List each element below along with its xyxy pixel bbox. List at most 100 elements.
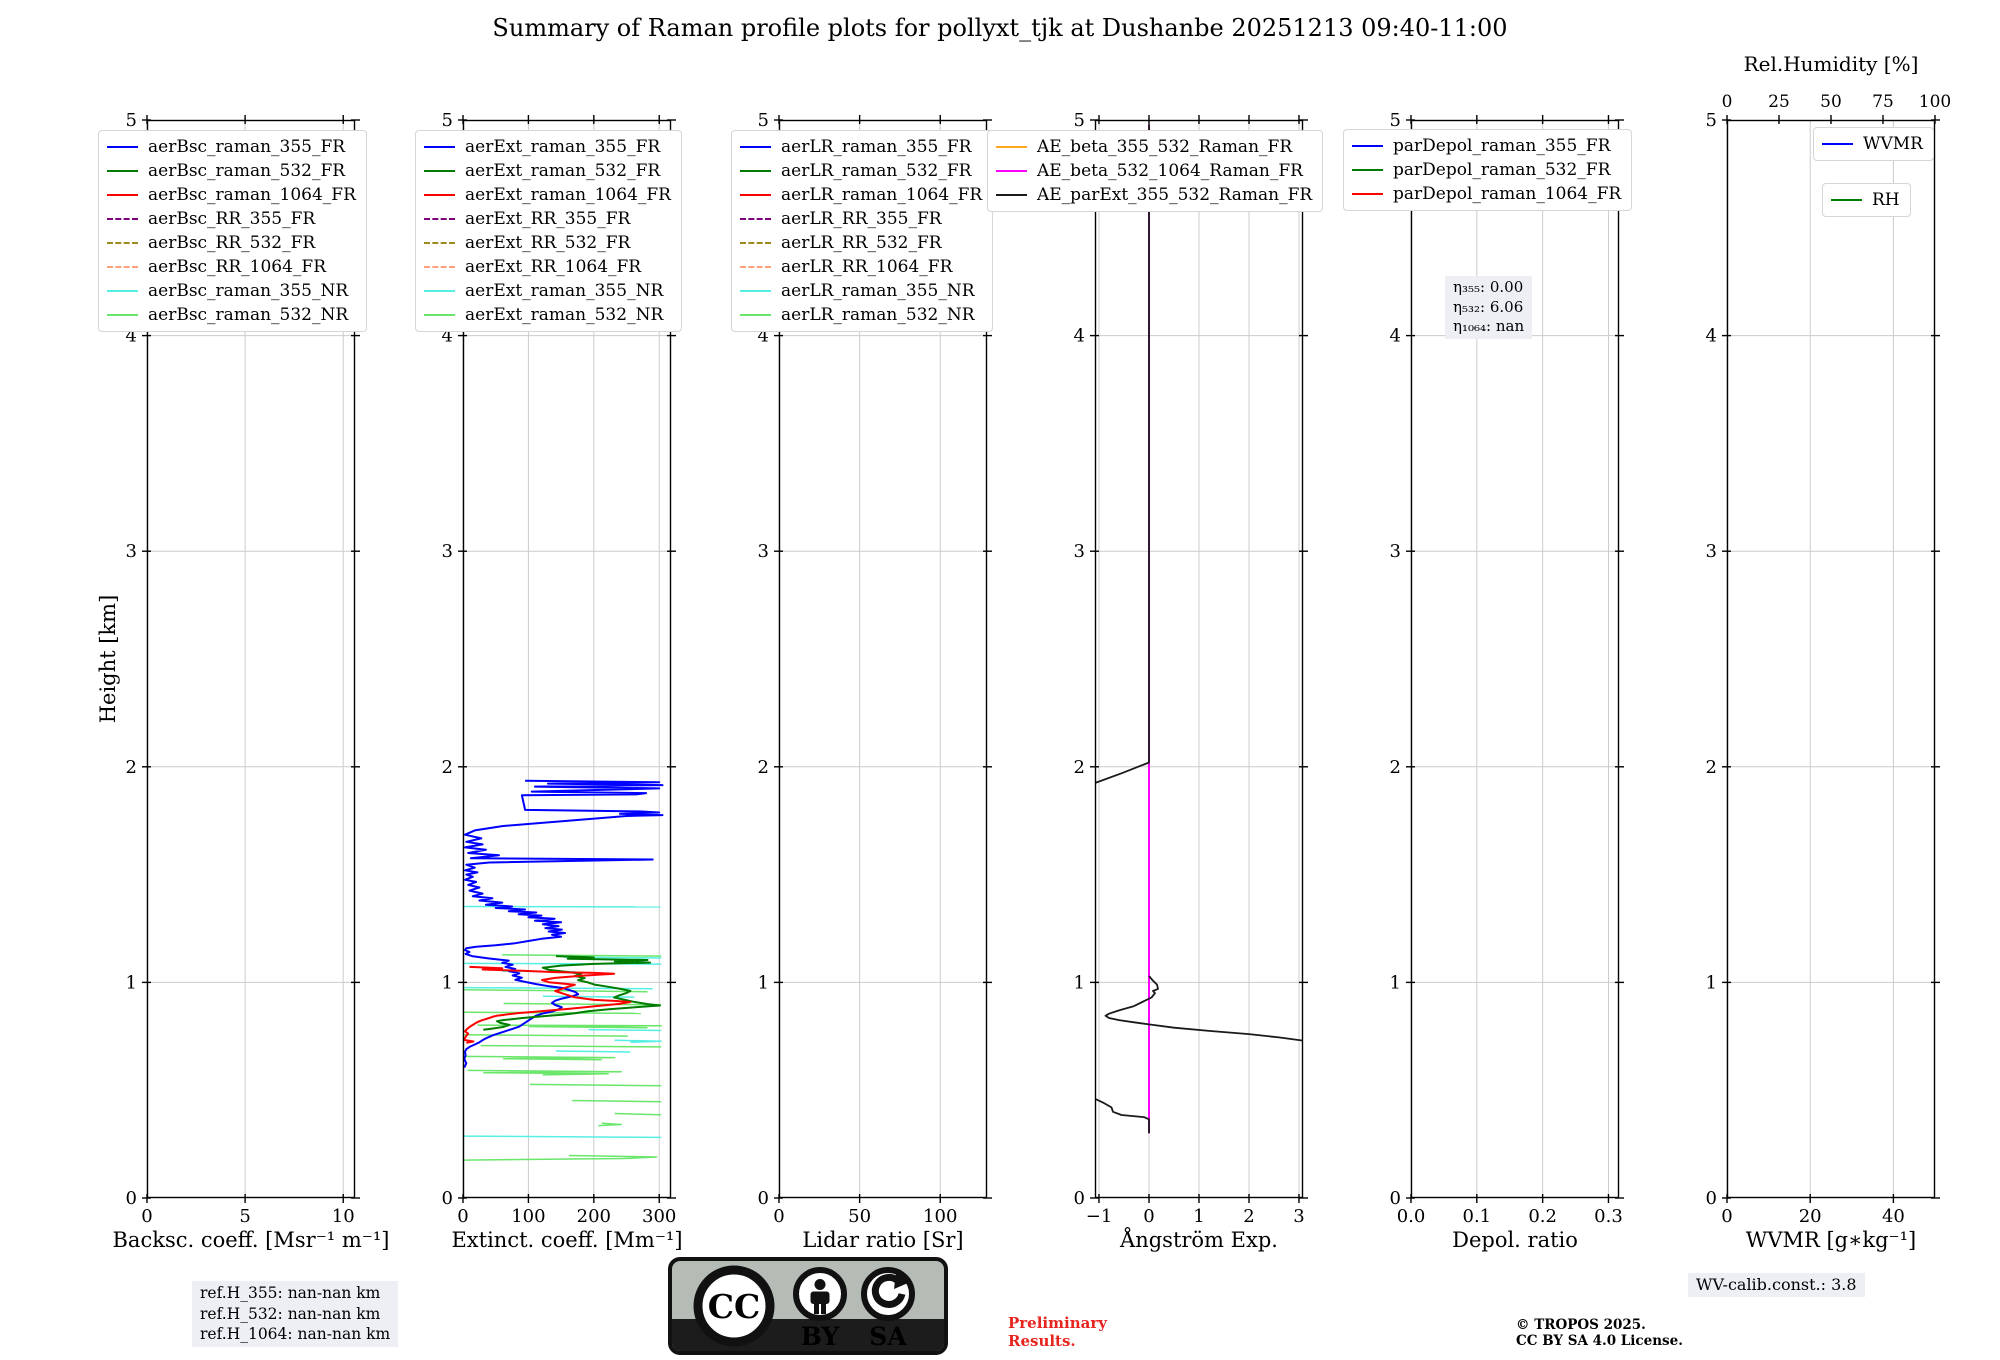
y-tick-label: 0: [1706, 1188, 1717, 1209]
x-axis-label-angstroem: Ångström Exp.: [1120, 1228, 1278, 1252]
series-AE_parExt_355_532_Raman_FR: [1095, 124, 1150, 784]
legend-entry: aerBsc_raman_1064_FR: [107, 183, 356, 207]
series-aerExt_raman_532_NR: [464, 1055, 616, 1061]
y-tick-label: 4: [1074, 326, 1085, 347]
legend-entry: WVMR: [1822, 132, 1923, 156]
legend-swatch: [424, 314, 455, 316]
series-AE_parExt_355_532_Raman_FR: [1095, 1097, 1150, 1134]
y-tick-label: 4: [126, 326, 137, 347]
x-axis-label-extinction: Extinct. coeff. [Mm⁻¹]: [451, 1228, 683, 1252]
y-tick-label: 0: [126, 1188, 137, 1209]
legend-swatch: [740, 170, 771, 172]
legend-entry: aerBsc_raman_355_FR: [107, 135, 356, 159]
legend-label: aerLR_raman_1064_FR: [781, 185, 983, 205]
cc-by-sa-badge: CC BY SA: [668, 1257, 948, 1355]
panel-extinction: 0 100 200 300 0 1 2 3 4 5: [442, 110, 677, 1227]
legend-entry: aerExt_RR_1064_FR: [424, 255, 671, 279]
legend-swatch: [740, 194, 771, 196]
top-tick-label: 50: [1820, 92, 1842, 112]
y-tick-label: 3: [126, 541, 137, 562]
y-tick-label: 0: [442, 1188, 453, 1209]
x-tick-label: 1: [1193, 1206, 1204, 1227]
eta-1064: η₁₀₆₄: nan: [1453, 317, 1525, 335]
series-aerExt_raman_355_NR: [588, 1028, 662, 1032]
axes-frame: [1726, 119, 1936, 1199]
y-tick-label: 5: [1390, 110, 1401, 131]
legend-wvmr: RH: [1822, 183, 1911, 217]
x-tick-label: 0: [141, 1206, 152, 1227]
y-tick-label: 4: [1706, 326, 1717, 347]
wv-calib-annotation: WV-calib.const.: 3.8: [1688, 1273, 1865, 1297]
legend-label: aerLR_RR_532_FR: [781, 233, 942, 253]
series-aerExt_raman_532_FR: [483, 955, 661, 1031]
series-aerExt_raman_532_NR: [572, 1099, 662, 1103]
legend-wvmr: WVMR: [1813, 127, 1934, 161]
legend-label: parDepol_raman_532_FR: [1393, 160, 1611, 180]
y-tick-label: 2: [758, 757, 769, 778]
y-tick-label: 2: [1706, 757, 1717, 778]
axes-frame: [462, 119, 672, 1199]
share-alike-icon: [861, 1267, 915, 1321]
x-tick-label: 50: [848, 1206, 871, 1227]
series-aerExt_raman_532_NR: [503, 1002, 662, 1006]
x-tick-label: 10: [332, 1206, 355, 1227]
legend-swatch: [740, 218, 771, 220]
legend-entry: RH: [1831, 188, 1900, 212]
y-tick-label: 4: [442, 326, 453, 347]
axes-frame: [146, 119, 356, 1199]
y-tick-label: 1: [442, 972, 453, 993]
x-axis-label-depol: Depol. ratio: [1452, 1228, 1578, 1252]
legend-lidar-ratio: aerLR_raman_355_FR aerLR_raman_532_FR aerL…: [731, 130, 994, 332]
legend-label: AE_beta_532_1064_Raman_FR: [1037, 161, 1303, 181]
legend-entry: aerBsc_raman_532_NR: [107, 303, 356, 327]
y-tick-label: 2: [1074, 757, 1085, 778]
legend-swatch: [107, 242, 138, 244]
top-axis-label-rh: Rel.Humidity [%]: [1743, 52, 1919, 76]
x-tick-label: 2: [1243, 1206, 1254, 1227]
series-aerExt_raman_355_FR: [463, 779, 664, 1069]
series-aerExt_raman_532_NR: [464, 1034, 628, 1037]
legend-entry: aerExt_raman_1064_FR: [424, 183, 671, 207]
y-tick-label: 2: [442, 757, 453, 778]
y-tick-label: 1: [1074, 972, 1085, 993]
panel-angstroem: −1 0 1 2 3 0 1 2 3 4 5: [1074, 110, 1308, 1227]
page-title: Summary of Raman profile plots for polly…: [492, 14, 1508, 42]
cc-sa-text: SA: [869, 1322, 907, 1351]
x-axis-label-lidar-ratio: Lidar ratio [Sr]: [802, 1228, 964, 1252]
top-tick-label: 100: [1919, 92, 1951, 112]
series-aerExt_raman_532_NR: [502, 954, 662, 957]
x-tick-label: 5: [239, 1206, 250, 1227]
y-tick-label: 2: [126, 757, 137, 778]
series-aerExt_raman_532_NR: [464, 1011, 641, 1015]
legend-entry: aerBsc_raman_532_FR: [107, 159, 356, 183]
y-tick-label: 4: [1390, 326, 1401, 347]
series-aerExt_raman_532_NR: [598, 1122, 623, 1127]
legend-label: AE_parExt_355_532_Raman_FR: [1037, 185, 1313, 205]
legend-entry: aerExt_raman_532_NR: [424, 303, 671, 327]
legend-entry: aerLR_raman_532_NR: [740, 303, 982, 327]
y-tick-label: 2: [1390, 757, 1401, 778]
legend-swatch: [107, 146, 138, 148]
legend-entry: aerExt_RR_532_FR: [424, 231, 671, 255]
cc-icon: [693, 1265, 775, 1347]
legend-entry: aerBsc_RR_355_FR: [107, 207, 356, 231]
legend-label: aerBsc_raman_1064_FR: [148, 185, 356, 205]
y-tick-label: 1: [1706, 972, 1717, 993]
legend-swatch: [424, 170, 455, 172]
series-aerExt_raman_355_NR: [614, 1039, 662, 1044]
legend-label: aerBsc_RR_1064_FR: [148, 257, 327, 277]
legend-swatch: [424, 290, 455, 292]
x-tick-label: 0: [457, 1206, 468, 1227]
legend-swatch: [107, 266, 138, 268]
y-tick-label: 3: [1706, 541, 1717, 562]
x-tick-label: 20: [1799, 1206, 1822, 1227]
y-tick-label: 3: [758, 541, 769, 562]
x-tick-label: 100: [923, 1206, 957, 1227]
panel-wvmr: 0 20 40 0 25 50 75 100 0 1 2 3 4 5: [1706, 92, 1952, 1227]
y-tick-label: 5: [1074, 110, 1085, 131]
legend-swatch: [1831, 199, 1862, 201]
y-tick-label: 1: [126, 972, 137, 993]
legend-label: aerBsc_raman_532_FR: [148, 161, 346, 181]
y-tick-label: 1: [1390, 972, 1401, 993]
